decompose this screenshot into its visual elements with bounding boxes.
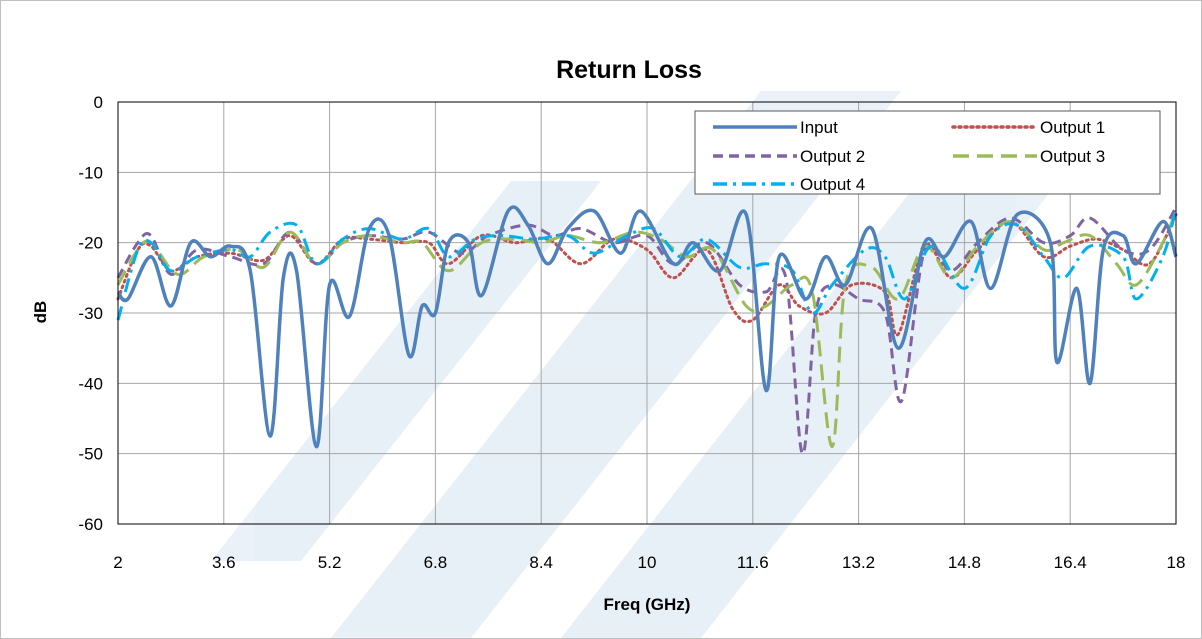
x-tick-label: 10: [638, 553, 657, 572]
watermark: [211, 91, 1051, 638]
series-lines: [116, 205, 1178, 456]
plot-area: [117, 101, 1177, 525]
x-tick-label: 6.8: [424, 553, 448, 572]
y-tick-label: 0: [94, 93, 103, 112]
legend-box: [694, 110, 1161, 195]
x-tick-labels: 2 3.6 5.2 6.8 8.4 10 11.6 13.2 14.8 16.4 18: [113, 553, 1185, 572]
x-tick-label: 2: [113, 553, 122, 572]
x-tick-label: 5.2: [318, 553, 342, 572]
chart-title: Return Loss: [556, 56, 702, 84]
legend-label: Output 3: [1040, 147, 1105, 166]
legend-label: Input: [800, 118, 838, 137]
x-tick-label: 8.4: [529, 553, 553, 572]
x-axis-title: Freq (GHz): [604, 595, 691, 614]
legend-label: Output 4: [800, 175, 865, 194]
series-line-input: [116, 205, 1178, 449]
y-tick-label: -20: [78, 234, 103, 253]
y-tick-label: -60: [78, 515, 103, 534]
y-axis-title: dB: [31, 301, 50, 324]
y-tick-label: -10: [78, 163, 103, 182]
x-tick-label: 14.8: [948, 553, 981, 572]
x-tick-label: 18: [1167, 553, 1186, 572]
series-line-output-3: [116, 210, 1178, 449]
x-tick-label: 16.4: [1054, 553, 1087, 572]
y-tick-label: -40: [78, 374, 103, 393]
legend-label: Output 2: [800, 147, 865, 166]
y-tick-label: -30: [78, 304, 103, 323]
legend-label: Output 1: [1040, 118, 1105, 137]
x-tick-label: 3.6: [212, 553, 236, 572]
y-tick-label: -50: [78, 445, 103, 464]
x-tick-label: 11.6: [737, 553, 769, 572]
x-tick-label: 13.2: [842, 553, 875, 572]
legend: Input Output 1 Output 2 Output 3 Output 4: [694, 110, 1161, 195]
y-tick-labels: 0 -10 -20 -30 -40 -50 -60: [78, 93, 103, 534]
